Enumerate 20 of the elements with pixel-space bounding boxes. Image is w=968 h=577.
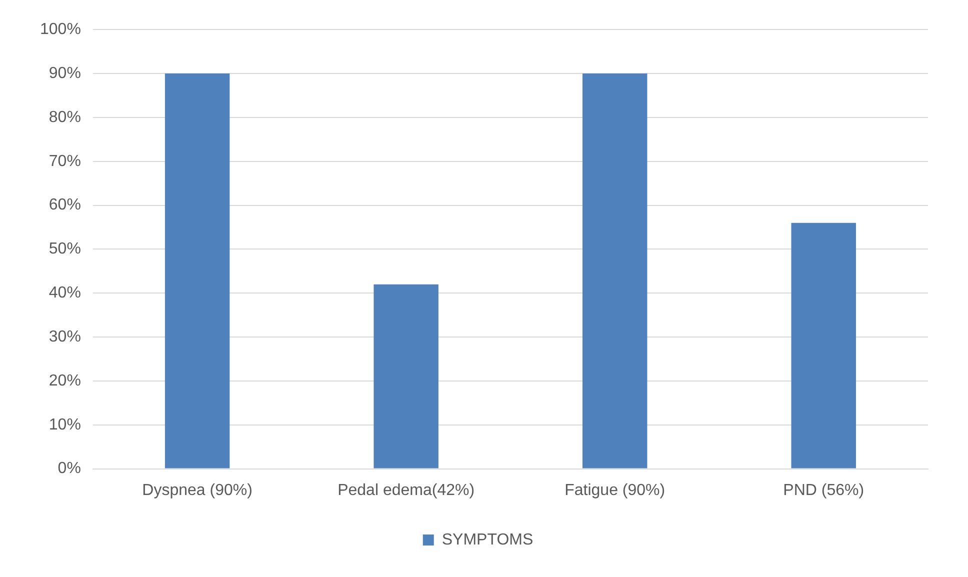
y-tick-label: 0% [58, 460, 81, 478]
y-tick-label: 70% [48, 152, 81, 170]
y-tick-label: 40% [48, 284, 81, 302]
bar [374, 284, 438, 468]
y-tick-label: 50% [48, 240, 81, 258]
y-tick-label: 60% [48, 196, 81, 214]
y-tick-label: 30% [48, 328, 81, 346]
y-tick-label: 90% [48, 64, 81, 82]
bar [582, 74, 648, 468]
bar [791, 222, 856, 468]
legend-label: SYMPTOMS [442, 531, 534, 548]
x-tick-label: Dyspnea (90%) [142, 482, 252, 499]
x-tick-label: Pedal edema(42%) [338, 482, 475, 499]
y-tick-label: 100% [40, 21, 81, 38]
y-tick-label: 80% [48, 108, 81, 126]
x-tick-label: PND (56%) [783, 482, 864, 499]
y-tick-label: 20% [48, 372, 81, 390]
x-tick-label: Fatigue (90%) [564, 482, 666, 499]
y-tick-label: 10% [48, 416, 81, 434]
bar [164, 74, 230, 468]
